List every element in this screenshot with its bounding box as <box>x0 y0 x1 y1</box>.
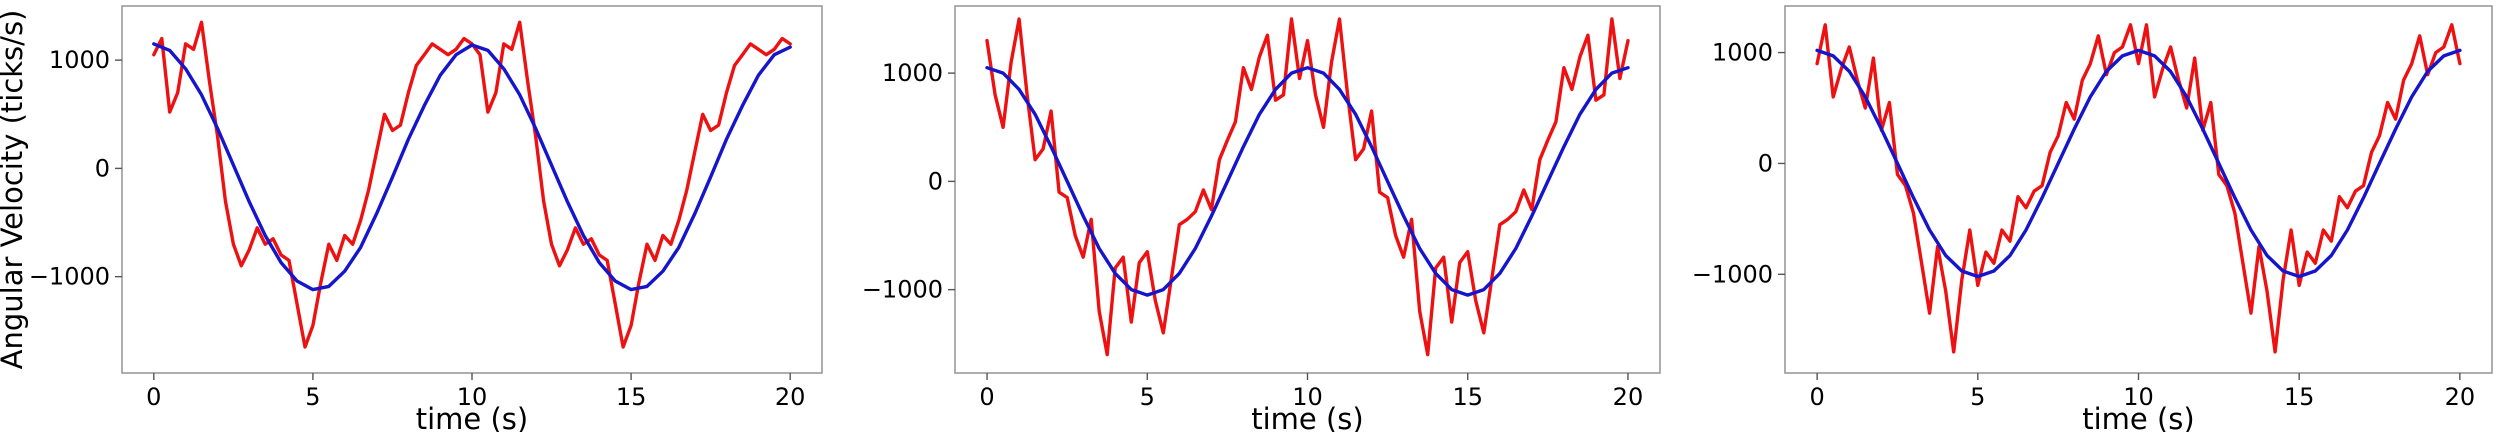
x-axis-label: time (s) <box>2082 402 2194 432</box>
chart-panel-1: 0 5 10 15 20 1000 0 −1000 time (s) Angular Veloci… <box>0 5 823 432</box>
y-tick-label: 1000 <box>49 46 110 74</box>
x-tick-label: 5 <box>1970 383 1985 411</box>
x-tick-label: 5 <box>305 383 320 411</box>
y-tick-label: 1000 <box>1712 39 1773 67</box>
x-tick-label: 20 <box>775 383 806 411</box>
measured-velocity-line <box>985 17 1630 357</box>
x-tick-label: 0 <box>146 383 161 411</box>
x-tick-label: 10 <box>2123 383 2154 411</box>
y-axis-label: Angular Velocity (ticks/s) <box>0 10 29 370</box>
x-tick-label: 15 <box>2284 383 2315 411</box>
measured-velocity-line <box>1815 23 2462 354</box>
x-tick-label: 0 <box>1809 383 1824 411</box>
plot-frame <box>954 5 1661 374</box>
y-tick-label: 0 <box>1758 149 1773 177</box>
x-tick-label: 20 <box>1613 383 1644 411</box>
x-tick-label: 10 <box>457 383 488 411</box>
x-axis-label: time (s) <box>416 402 528 432</box>
y-tick-label: −1000 <box>862 276 943 304</box>
x-axis-label: time (s) <box>1251 402 1363 432</box>
x-tick-label: 5 <box>1140 383 1155 411</box>
y-tick-label: 0 <box>928 167 943 195</box>
fitted-sine-line <box>152 42 792 292</box>
fitted-sine-line <box>985 65 1630 297</box>
x-tick-label: 10 <box>1292 383 1323 411</box>
x-tick-label: 15 <box>616 383 647 411</box>
plot-frame <box>121 5 823 374</box>
fitted-sine-line <box>1815 48 2462 279</box>
y-tick-label: −1000 <box>29 263 110 291</box>
x-tick-label: 15 <box>1452 383 1483 411</box>
y-tick-label: −1000 <box>1692 260 1773 288</box>
chart-panel-2: 0 5 10 15 20 1000 0 −1000 time (s) <box>862 5 1661 432</box>
y-tick-label: 1000 <box>882 59 943 87</box>
measured-velocity-line <box>152 20 792 349</box>
x-tick-label: 0 <box>979 383 994 411</box>
chart-panel-3: 0 5 10 15 20 1000 0 −1000 time (s) <box>1692 5 2493 432</box>
y-tick-label: 0 <box>95 154 110 182</box>
x-tick-label: 20 <box>2445 383 2476 411</box>
